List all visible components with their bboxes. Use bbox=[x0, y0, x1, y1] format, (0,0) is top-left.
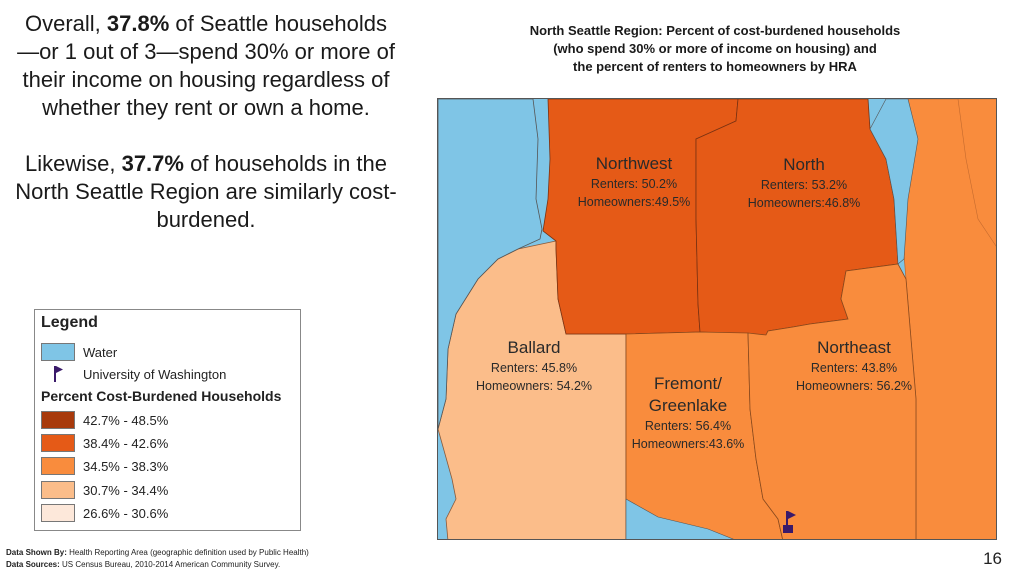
footer-notes: Data Shown By: Health Reporting Area (ge… bbox=[6, 548, 309, 569]
label-ballard: Ballard Renters: 45.8% Homeowners: 54.2% bbox=[476, 338, 593, 393]
uw-flag-icon bbox=[783, 511, 796, 533]
region-percent: 37.7% bbox=[121, 151, 184, 176]
legend-item-uw: University of Washington bbox=[41, 364, 226, 384]
shoreline-inlet bbox=[438, 99, 543, 430]
map-svg bbox=[438, 99, 996, 539]
page-number: 16 bbox=[983, 549, 1002, 568]
legend: Legend Water University of Washington Pe… bbox=[34, 309, 301, 531]
legend-item-water: Water bbox=[41, 342, 117, 362]
water-swatch bbox=[41, 343, 75, 361]
lake-washington-edge bbox=[869, 99, 919, 265]
east-land-light bbox=[957, 99, 996, 247]
region-northeast bbox=[747, 263, 917, 539]
intro-text: Overall, 37.8% of Seattle households—or … bbox=[14, 10, 398, 234]
seattle-percent: 37.8% bbox=[106, 11, 170, 36]
label-northwest: Northwest Renters: 50.2% Homeowners:49.5… bbox=[577, 154, 691, 209]
intro-paragraph-2: Likewise, 37.7% of households in the Nor… bbox=[15, 151, 397, 232]
map-title: North Seattle Region: Percent of cost-bu… bbox=[529, 23, 901, 74]
legend-class-4: 30.7% - 34.4% bbox=[41, 480, 168, 500]
legend-class-3: 34.5% - 38.3% bbox=[41, 456, 168, 476]
label-northeast: Northeast Renters: 43.8% Homeowners: 56.… bbox=[795, 338, 913, 393]
legend-title: Legend bbox=[41, 314, 98, 331]
legend-class-2: 38.4% - 42.6% bbox=[41, 433, 168, 453]
intro-paragraph-1: Overall, 37.8% of Seattle households—or … bbox=[17, 11, 395, 120]
legend-section-title: Percent Cost-Burdened Households bbox=[41, 388, 282, 404]
lake-union-bay bbox=[625, 498, 734, 539]
legend-class-1: 42.7% - 48.5% bbox=[41, 410, 168, 430]
legend-class-5: 26.6% - 30.6% bbox=[41, 503, 168, 523]
map: Northwest Renters: 50.2% Homeowners:49.5… bbox=[437, 98, 997, 540]
uw-flag-icon bbox=[41, 366, 75, 382]
label-north: North Renters: 53.2% Homeowners:46.8% bbox=[747, 155, 861, 210]
label-fremont-greenlake: Fremont/ Greenlake Renters: 56.4% Homeow… bbox=[631, 374, 745, 451]
